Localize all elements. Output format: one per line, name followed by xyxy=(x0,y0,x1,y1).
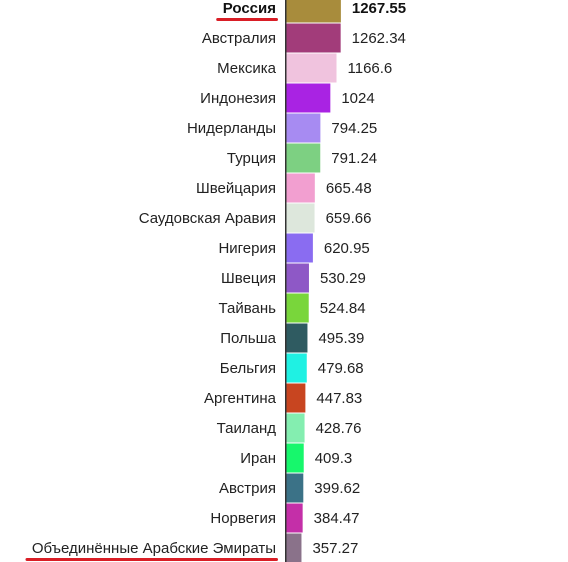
value-label-11: 495.39 xyxy=(318,330,364,347)
value-label-18: 357.27 xyxy=(312,540,358,557)
value-label-1: 1262.34 xyxy=(352,30,406,47)
category-label-16: Австрия xyxy=(219,480,276,497)
bar-8 xyxy=(286,233,313,263)
bar-0 xyxy=(286,0,341,23)
bar-17 xyxy=(286,503,303,533)
value-label-8: 620.95 xyxy=(324,240,370,257)
bar-16 xyxy=(286,473,304,503)
bar-13 xyxy=(286,383,306,413)
category-label-13: Аргентина xyxy=(204,390,277,407)
category-label-1: Австралия xyxy=(202,30,276,47)
value-label-9: 530.29 xyxy=(320,270,366,287)
bar-12 xyxy=(286,353,307,383)
category-label-2: Мексика xyxy=(217,60,277,77)
category-label-11: Польша xyxy=(220,330,276,347)
bar-18 xyxy=(286,533,302,562)
category-label-8: Нигерия xyxy=(218,240,276,257)
bar-7 xyxy=(286,203,315,233)
bar-11 xyxy=(286,323,308,353)
category-label-14: Таиланд xyxy=(217,420,277,437)
value-label-5: 791.24 xyxy=(331,150,377,167)
value-label-12: 479.68 xyxy=(318,360,364,377)
value-label-2: 1166.6 xyxy=(348,60,393,77)
value-label-7: 659.66 xyxy=(326,210,372,227)
bar-14 xyxy=(286,413,305,443)
value-label-17: 384.47 xyxy=(314,510,360,527)
value-label-16: 399.62 xyxy=(314,480,360,497)
bar-9 xyxy=(286,263,309,293)
bar-15 xyxy=(286,443,304,473)
value-label-6: 665.48 xyxy=(326,180,372,197)
category-label-5: Турция xyxy=(227,150,276,167)
bar-2 xyxy=(286,53,337,83)
category-label-10: Тайвань xyxy=(219,300,277,317)
bar-3 xyxy=(286,83,331,113)
value-label-3: 1024 xyxy=(341,90,374,107)
category-label-15: Иран xyxy=(240,450,276,467)
bar-10 xyxy=(286,293,309,323)
category-label-3: Индонезия xyxy=(200,90,276,107)
category-label-18: Объединённые Арабские Эмираты xyxy=(32,540,276,557)
value-label-10: 524.84 xyxy=(320,300,366,317)
category-label-0: Россия xyxy=(223,0,276,17)
category-label-9: Швеция xyxy=(221,270,276,287)
bar-1 xyxy=(286,23,341,53)
value-label-4: 794.25 xyxy=(331,120,377,137)
category-label-12: Бельгия xyxy=(220,360,276,377)
value-label-15: 409.3 xyxy=(315,450,353,467)
value-label-14: 428.76 xyxy=(316,420,362,437)
value-label-13: 447.83 xyxy=(316,390,362,407)
bar-6 xyxy=(286,173,315,203)
category-label-6: Швейцария xyxy=(196,180,276,197)
bar-4 xyxy=(286,113,321,143)
category-axis-line xyxy=(285,0,287,562)
value-label-0: 1267.55 xyxy=(352,0,406,17)
category-label-17: Норвегия xyxy=(210,510,276,527)
bar-5 xyxy=(286,143,321,173)
category-label-7: Саудовская Аравия xyxy=(139,210,276,227)
highlight-underline-18 xyxy=(25,558,278,561)
highlight-underline-0 xyxy=(216,18,278,21)
category-label-4: Нидерланды xyxy=(187,120,276,137)
